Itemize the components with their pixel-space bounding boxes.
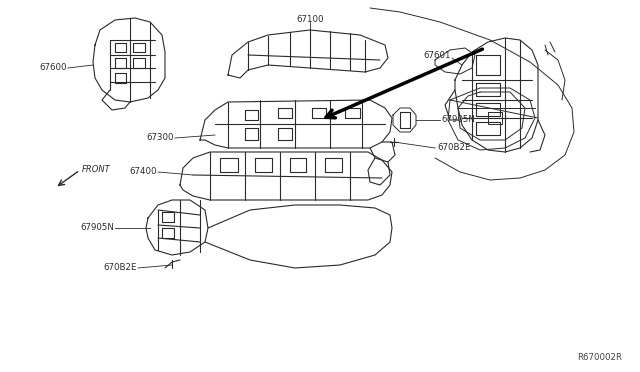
Text: 67300: 67300 — [147, 134, 174, 142]
Text: 67905N: 67905N — [80, 224, 114, 232]
Text: 670B2E: 670B2E — [437, 144, 470, 153]
Text: R670002R: R670002R — [577, 353, 622, 362]
Text: 67601: 67601 — [424, 51, 451, 60]
Text: 67100: 67100 — [296, 16, 323, 25]
Text: 670B2E: 670B2E — [104, 263, 137, 273]
Text: FRONT: FRONT — [82, 166, 111, 174]
Text: 67905N: 67905N — [441, 115, 475, 125]
Text: 67400: 67400 — [129, 167, 157, 176]
Text: 67600: 67600 — [40, 64, 67, 73]
